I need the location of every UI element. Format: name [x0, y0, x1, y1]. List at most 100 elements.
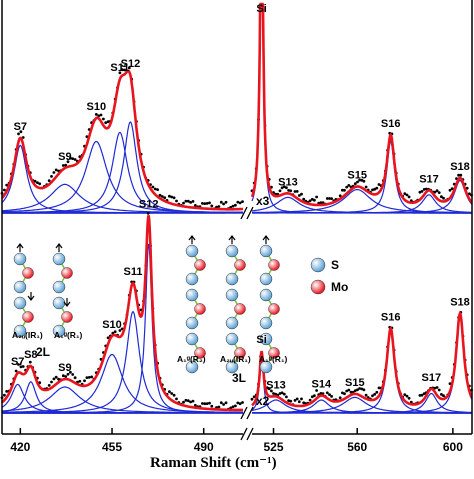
upper-data-point	[450, 187, 454, 191]
upper-peak-label-S10: S10	[87, 101, 107, 113]
upper-data-point	[325, 197, 329, 200]
lower-data-point	[422, 392, 426, 395]
lower-data-point	[375, 390, 379, 394]
upper-data-point	[205, 202, 209, 205]
sulfur-atom	[225, 360, 239, 374]
lower-peak-label-S14: S14	[312, 379, 332, 391]
upper-data-point	[371, 188, 374, 192]
upper-data-point	[358, 178, 361, 182]
upper-data-point	[405, 193, 409, 197]
upper-peak-label-S12: S12	[121, 58, 141, 70]
upper-data-point	[224, 200, 228, 204]
lower-peak-label-S9: S9	[58, 362, 71, 374]
molybdenum-atom	[268, 303, 280, 315]
lower-data-point	[405, 394, 409, 398]
lower-data-point	[210, 404, 214, 408]
upper-data-point	[189, 201, 193, 204]
lower-peak-label-S8: S8	[24, 349, 37, 361]
sulfur-atom	[185, 272, 199, 286]
lower-data-point	[319, 392, 323, 395]
upper-data-point	[347, 184, 351, 187]
sulfur-atom	[52, 296, 66, 310]
upper-data-point	[193, 204, 197, 207]
lower-data-point	[364, 393, 368, 397]
upper-data-point	[102, 117, 105, 121]
x-tick-label: 490	[194, 440, 214, 454]
vibration-arrow-head	[55, 243, 63, 249]
axis-break-mark	[246, 206, 254, 220]
upper-data-point	[217, 205, 221, 208]
sulfur-atom	[259, 360, 273, 374]
lower-data-point	[313, 394, 316, 398]
upper-data-point	[343, 188, 346, 192]
lower-data-point	[52, 377, 56, 381]
mode-label: A₁ᵍ(R₁)	[54, 330, 82, 340]
sulfur-atom	[52, 324, 66, 338]
lower-data-point	[310, 395, 314, 399]
upper-data-point	[422, 188, 426, 191]
lower-data-point	[272, 392, 275, 395]
lower-data-point	[289, 399, 293, 403]
lower-data-point	[203, 402, 207, 406]
upper-peak-label-S11: S11	[110, 62, 129, 74]
mode-label: A₁ᵍ(R₁)	[259, 354, 287, 364]
lower-peak-label-S7: S7	[11, 356, 24, 368]
upper-data-point	[234, 203, 237, 207]
lower-data-point	[189, 400, 193, 404]
lower-fit-curve	[1, 215, 473, 412]
upper-data-point	[99, 113, 103, 117]
lower-data-point	[28, 360, 32, 364]
upper-data-point	[345, 185, 349, 189]
upper-peak-label-S7: S7	[14, 121, 27, 133]
upper-data-point	[219, 200, 223, 204]
lower-data-point	[437, 388, 441, 392]
sulfur-atom	[185, 244, 199, 258]
upper-data-point	[377, 183, 381, 186]
upper-data-point	[94, 113, 98, 116]
upper-data-point	[236, 200, 240, 204]
upper-data-point	[50, 175, 53, 178]
upper-data-point	[191, 200, 195, 203]
upper-peak-label-S9: S9	[58, 151, 71, 163]
sulfur-atom	[185, 288, 199, 302]
upper-data-point	[287, 189, 290, 192]
upper-peak-label-S17: S17	[419, 173, 439, 185]
upper-data-point	[364, 185, 368, 189]
lower-data-point	[184, 398, 188, 402]
sulfur-atom	[52, 280, 66, 294]
lower-data-point	[219, 401, 223, 405]
sulfur-atom	[259, 244, 273, 258]
lower-data-point	[377, 386, 381, 390]
mode-label: A₁ᵍ(R₂)	[177, 354, 206, 364]
lower-data-point	[236, 401, 240, 405]
lower-data-point	[285, 395, 288, 399]
upper-data-point	[186, 199, 190, 203]
lower-data-point	[341, 391, 344, 395]
lower-data-point	[229, 406, 233, 410]
sulfur-atom	[185, 360, 199, 374]
upper-data-point	[64, 163, 68, 167]
upper-data-point	[373, 187, 377, 191]
upper-data-point	[341, 188, 344, 192]
upper-data-point	[54, 168, 58, 172]
upper-data-point	[97, 114, 101, 118]
vibration-arrow-head	[262, 235, 270, 241]
lower-data-point	[360, 387, 364, 391]
lower-data-point	[208, 401, 211, 405]
axis-break-mark	[246, 406, 254, 420]
upper-peak-label-S16: S16	[381, 118, 401, 130]
x-tick-label: 560	[347, 440, 367, 454]
lower-data-point	[267, 387, 271, 391]
lower-data-point	[358, 387, 361, 390]
x-tick-label: 600	[443, 440, 463, 454]
lower-data-point	[71, 373, 75, 376]
lower-data-point	[191, 399, 195, 403]
upper-data-point	[175, 199, 178, 203]
upper-data-point	[203, 202, 207, 206]
lower-data-point	[433, 386, 437, 390]
lower-data-point	[172, 393, 176, 397]
lower-data-point	[347, 388, 351, 392]
sulfur-atom	[259, 288, 273, 302]
molybdenum-atom	[194, 347, 206, 359]
